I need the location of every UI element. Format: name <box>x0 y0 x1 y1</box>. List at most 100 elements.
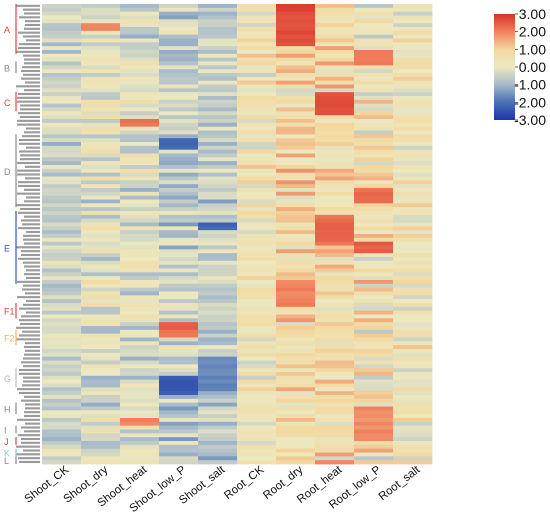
heatmap-cell <box>42 322 82 327</box>
heatmap-cell <box>315 53 355 59</box>
heatmap-cell <box>81 406 121 411</box>
heatmap-cell <box>393 375 433 381</box>
heatmap-cell <box>276 30 316 36</box>
heatmap-cell <box>354 322 394 327</box>
heatmap-cell <box>354 345 394 350</box>
heatmap-cell <box>198 460 238 465</box>
heatmap-cell <box>393 103 433 108</box>
heatmap-cell <box>276 414 316 419</box>
heatmap-cell <box>393 444 433 450</box>
heatmap-cell <box>393 303 433 308</box>
heatmap-cell <box>81 145 121 151</box>
heatmap-cell <box>393 230 433 235</box>
heatmap-cell <box>237 153 277 158</box>
heatmap-cell <box>354 214 394 220</box>
heatmap-cell <box>315 149 355 154</box>
heatmap-cell <box>159 107 199 112</box>
heatmap-cell <box>159 237 199 243</box>
heatmap-cell <box>393 456 433 461</box>
heatmap-cell <box>42 46 82 51</box>
heatmap-cell <box>198 134 238 139</box>
heatmap-cell <box>354 368 394 373</box>
heatmap-cell <box>81 364 121 369</box>
heatmap-cell <box>120 46 160 51</box>
heatmap-cell <box>81 172 121 177</box>
heatmap-cell <box>237 379 277 384</box>
heatmap-cell <box>42 333 82 338</box>
heatmap-cell <box>276 356 316 361</box>
heatmap-cell <box>315 126 355 131</box>
heatmap-cell <box>276 50 316 55</box>
heatmap-cell <box>120 291 160 296</box>
heatmap-cell <box>276 122 316 128</box>
heatmap-cell <box>120 421 160 427</box>
heatmap-cell <box>393 27 433 32</box>
heatmap-cell <box>315 345 355 350</box>
heatmap-cell <box>42 96 82 101</box>
heatmap-cell <box>81 30 121 36</box>
heatmap-cell <box>120 283 160 289</box>
heatmap-cell <box>159 441 199 446</box>
heatmap-cell <box>276 153 316 158</box>
heatmap-cell <box>393 329 433 335</box>
row-label-mark <box>24 89 40 92</box>
heatmap-cell <box>276 387 316 392</box>
heatmap-cell <box>42 429 82 434</box>
heatmap-cell <box>393 7 433 13</box>
heatmap-cell <box>393 345 433 350</box>
heatmap-cell <box>315 145 355 151</box>
heatmap-cell <box>237 111 277 116</box>
heatmap-cell <box>120 157 160 162</box>
row-label-mark <box>18 211 40 214</box>
heatmap-cell <box>120 257 160 262</box>
heatmap-cell <box>237 441 277 446</box>
heatmap-cell <box>42 111 82 116</box>
row-label-mark <box>18 434 40 437</box>
row-label-mark <box>23 73 40 76</box>
heatmap-cell <box>159 65 199 70</box>
heatmap-cell <box>198 195 238 200</box>
heatmap-cell <box>315 96 355 101</box>
heatmap-cell <box>81 314 121 319</box>
heatmap-cell <box>198 395 238 400</box>
heatmap-cell <box>120 195 160 200</box>
row-label-mark <box>26 230 40 234</box>
heatmap-cell <box>159 34 199 39</box>
heatmap-cell <box>315 184 355 189</box>
row-label-mark <box>18 184 40 188</box>
heatmap-cell <box>159 391 199 396</box>
heatmap-cell <box>354 30 394 36</box>
heatmap-cell <box>198 379 238 384</box>
heatmap-cell <box>315 195 355 200</box>
heatmap-cell <box>354 88 394 93</box>
row-label-mark <box>18 112 40 115</box>
heatmap-cell <box>81 276 121 281</box>
heatmap-cell <box>393 142 433 147</box>
heatmap-cell <box>159 88 199 93</box>
heatmap-cell <box>198 126 238 131</box>
heatmap-cell <box>393 145 433 151</box>
heatmap-cell <box>315 115 355 120</box>
heatmap-cell <box>198 364 238 369</box>
heatmap-cell <box>315 368 355 373</box>
heatmap-cell <box>393 207 433 212</box>
heatmap-cell <box>159 287 199 292</box>
row-label-mark <box>26 311 40 314</box>
row-label-mark <box>24 188 40 191</box>
heatmap-cell <box>120 326 160 331</box>
heatmap-cell <box>393 92 433 97</box>
heatmap-cell <box>42 283 82 289</box>
heatmap-cell <box>276 406 316 411</box>
heatmap-cell <box>81 452 121 457</box>
heatmap-cell <box>237 226 277 231</box>
heatmap-cell <box>198 188 238 193</box>
group-label: H <box>4 404 11 414</box>
row-label-mark <box>20 322 40 326</box>
row-label-mark <box>16 85 40 88</box>
heatmap-cell <box>42 184 82 189</box>
heatmap-cell <box>120 73 160 78</box>
heatmap-cell <box>42 406 82 411</box>
heatmap-cell <box>315 414 355 419</box>
heatmap-cell <box>393 433 433 438</box>
row-label-mark <box>17 192 40 195</box>
